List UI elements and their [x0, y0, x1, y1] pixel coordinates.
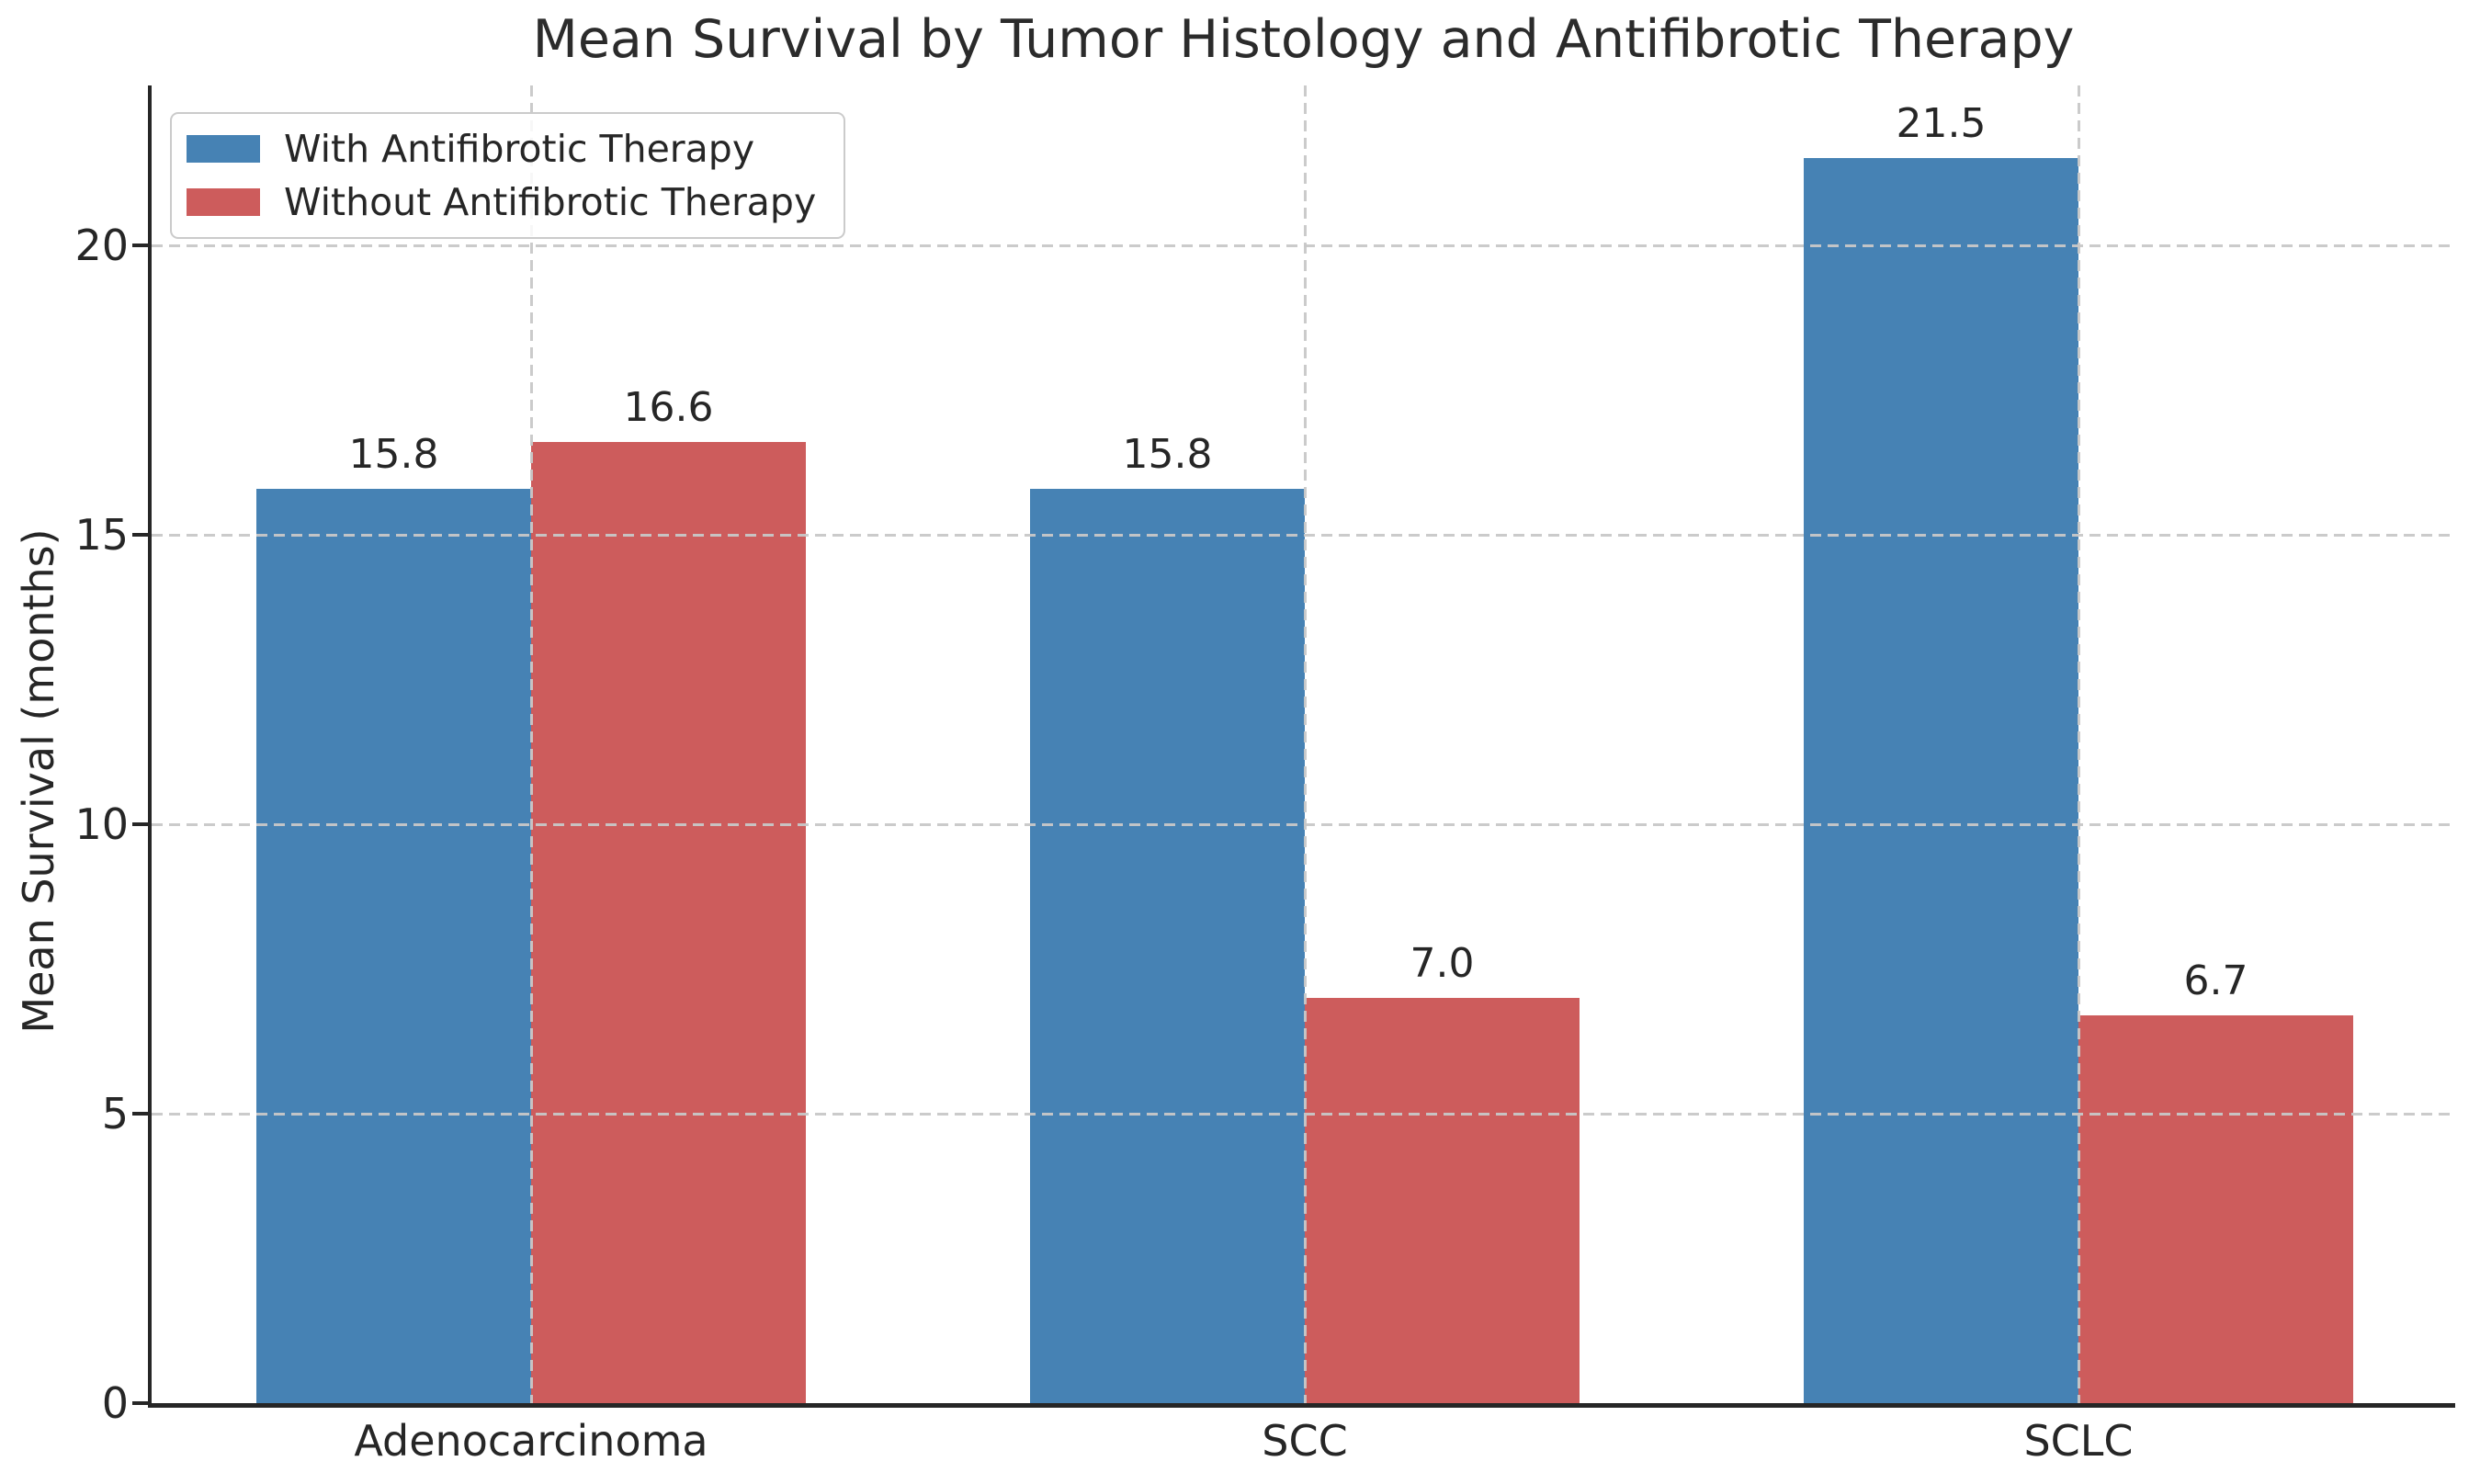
y-axis-label: Mean Survival (months) — [14, 528, 63, 1034]
bar-value-label: 6.7 — [2183, 957, 2248, 1004]
y-tick-mark-15 — [132, 532, 148, 537]
bar-without-antifibrotic-therapy-sclc — [2078, 1014, 2353, 1403]
bar-without-antifibrotic-therapy-adenocarcinoma — [531, 442, 806, 1403]
bar-value-label: 7.0 — [1410, 939, 1475, 987]
bar-value-label: 15.8 — [348, 430, 439, 478]
y-tick-label-5: 5 — [101, 1088, 129, 1138]
y-tick-mark-20 — [132, 243, 148, 247]
legend-label-with-therapy: With Antifibrotic Therapy — [284, 127, 755, 171]
gridline-x-scc — [1304, 85, 1307, 1403]
gridline-y-15 — [152, 533, 2455, 537]
bar-with-antifibrotic-therapy-sclc — [1804, 158, 2078, 1403]
x-tick-label-scc: SCC — [1262, 1416, 1348, 1466]
gridline-y-5 — [152, 1112, 2455, 1116]
bar-with-antifibrotic-therapy-adenocarcinoma — [256, 488, 531, 1403]
y-tick-mark-0 — [132, 1401, 148, 1405]
legend: With Antifibrotic Therapy Without Antifi… — [170, 112, 846, 239]
y-tick-mark-10 — [132, 821, 148, 826]
gridline-x-sclc — [2078, 85, 2080, 1403]
y-tick-label-0: 0 — [101, 1378, 129, 1428]
bar-value-label: 15.8 — [1122, 430, 1213, 478]
bar-without-antifibrotic-therapy-scc — [1305, 997, 1580, 1403]
x-tick-label-adenocarcinoma: Adenocarcinoma — [354, 1416, 708, 1466]
chart-title: Mean Survival by Tumor Histology and Ant… — [532, 9, 2075, 70]
y-tick-label-15: 15 — [74, 509, 129, 560]
legend-swatch-blue — [187, 135, 260, 163]
y-tick-label-10: 10 — [74, 799, 129, 849]
legend-swatch-red — [187, 188, 260, 216]
gridline-y-10 — [152, 822, 2455, 826]
legend-label-without-therapy: Without Antifibrotic Therapy — [284, 180, 817, 224]
gridline-y-20 — [152, 244, 2455, 247]
x-tick-label-sclc: SCLC — [2023, 1416, 2134, 1466]
bar-value-label: 21.5 — [1896, 100, 1987, 148]
y-tick-mark-5 — [132, 1111, 148, 1116]
y-axis-spine — [148, 85, 152, 1408]
gridline-x-adenocarcinoma — [530, 85, 533, 1403]
x-axis-spine — [148, 1403, 2455, 1408]
y-tick-label-20: 20 — [74, 220, 129, 270]
bar-with-antifibrotic-therapy-scc — [1030, 488, 1305, 1403]
bar-value-label: 16.6 — [623, 384, 714, 432]
legend-entry-with-therapy: With Antifibrotic Therapy — [187, 129, 816, 169]
legend-entry-without-therapy: Without Antifibrotic Therapy — [187, 182, 816, 222]
